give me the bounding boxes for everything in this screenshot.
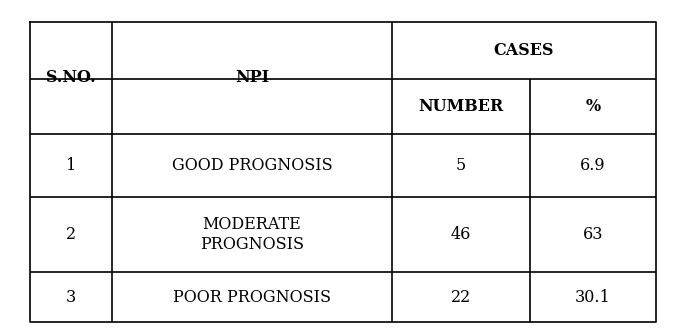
Text: 6.9: 6.9: [580, 157, 606, 174]
Text: 22: 22: [451, 289, 471, 306]
Text: 2: 2: [66, 226, 76, 243]
Text: 63: 63: [583, 226, 603, 243]
Text: S.NO.: S.NO.: [46, 69, 96, 87]
Text: MODERATE
PROGNOSIS: MODERATE PROGNOSIS: [200, 215, 304, 254]
Text: 46: 46: [451, 226, 471, 243]
Text: 5: 5: [456, 157, 466, 174]
Text: NPI: NPI: [235, 69, 269, 87]
Text: %: %: [585, 98, 600, 115]
Text: 3: 3: [66, 289, 76, 306]
Text: GOOD PROGNOSIS: GOOD PROGNOSIS: [172, 157, 333, 174]
Text: NUMBER: NUMBER: [418, 98, 504, 115]
Text: 1: 1: [66, 157, 76, 174]
Text: POOR PROGNOSIS: POOR PROGNOSIS: [173, 289, 331, 306]
Text: 30.1: 30.1: [575, 289, 611, 306]
Text: CASES: CASES: [493, 42, 554, 59]
